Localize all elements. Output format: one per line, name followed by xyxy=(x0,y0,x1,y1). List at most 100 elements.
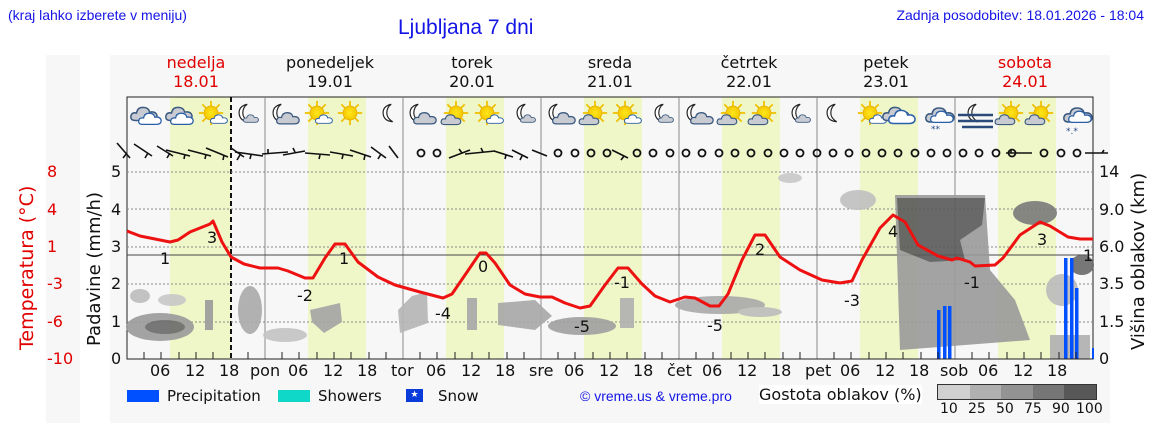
x-tick: 18 xyxy=(495,361,516,380)
x-tick: 12 xyxy=(323,361,344,380)
x-minor-ticks xyxy=(143,352,1077,359)
x-tick: 06 xyxy=(978,361,999,380)
x-tick: pon xyxy=(250,361,281,380)
x-tick: tor xyxy=(391,361,414,380)
x-tick: 06 xyxy=(288,361,309,380)
cloud-height-tick: 9.0 xyxy=(1099,200,1125,219)
x-tick: 18 xyxy=(219,361,240,380)
x-tick: 06 xyxy=(840,361,861,380)
x-tick: 12 xyxy=(875,361,896,380)
precip-tick: 0 xyxy=(111,349,122,368)
cloud-height-tick: 14 xyxy=(1099,162,1120,181)
temp-label: 0 xyxy=(478,257,488,276)
density-tick: 75 xyxy=(1024,401,1042,417)
x-tick: 12 xyxy=(461,361,482,380)
precip-tick: 5 xyxy=(111,162,122,181)
precip-tick: 1 xyxy=(111,312,122,331)
day-header-4: četrtek 22.01 xyxy=(720,53,778,91)
density-tick: 50 xyxy=(996,401,1014,417)
legend-showers: Showers xyxy=(318,387,382,405)
density-tick: 90 xyxy=(1052,401,1070,417)
cloud-height-tick: 0 xyxy=(1099,349,1110,368)
x-tick: 12 xyxy=(185,361,206,380)
density-tick: 25 xyxy=(968,401,986,417)
calm-wind-circles xyxy=(416,148,1082,158)
temperature-axis-panel xyxy=(46,55,80,423)
temp-label: 1 xyxy=(160,249,170,268)
showers-swatch xyxy=(278,390,310,402)
temp-label: 3 xyxy=(207,228,217,247)
x-tick: pet xyxy=(805,361,832,380)
temp-label: -1 xyxy=(614,273,630,292)
temp-label: 2 xyxy=(755,240,765,259)
x-tick: 18 xyxy=(1047,361,1068,380)
temp-tick: 8 xyxy=(47,162,58,181)
x-tick: 18 xyxy=(771,361,792,380)
temperature-line xyxy=(126,213,1093,310)
temp-label: -1 xyxy=(964,273,980,292)
day-header-3: sreda 21.01 xyxy=(587,53,633,91)
temp-tick: 4 xyxy=(47,200,58,219)
temp-label: -5 xyxy=(574,317,590,336)
temp-label: 4 xyxy=(888,222,898,241)
temp-label: 1 xyxy=(339,249,349,268)
day-header-6: sobota 24.01 xyxy=(997,53,1053,91)
x-tick: 06 xyxy=(426,361,447,380)
day-header-0: nedelja 18.01 xyxy=(166,53,226,91)
cloud-height-axis-label: Višina oblakov (km) xyxy=(1128,172,1149,350)
temp-tick: -10 xyxy=(47,349,74,368)
temp-label: 3 xyxy=(1037,230,1047,249)
cloud-density-title: Gostota oblakov (%) xyxy=(759,385,922,404)
wind-row xyxy=(116,142,1108,161)
x-tick: 06 xyxy=(564,361,585,380)
temp-label: -3 xyxy=(844,291,860,310)
precipitation-bars xyxy=(937,258,1094,359)
weather-icons-row: ** *.* xyxy=(130,100,1093,137)
temp-tick: -6 xyxy=(47,312,63,331)
x-tick: 12 xyxy=(599,361,620,380)
last-updated: Zadnja posodobitev: 18.01.2026 - 18:04 xyxy=(896,7,1144,23)
legend-precipitation: Precipitation xyxy=(167,387,261,405)
density-tick: 100 xyxy=(1076,401,1103,417)
temp-tick: -3 xyxy=(47,274,63,293)
day-header-5: petek 23.01 xyxy=(863,53,909,91)
temp-label: 1 xyxy=(1083,246,1093,265)
temp-label: -5 xyxy=(707,316,723,335)
temperature-axis-label: Temperatura (°C) xyxy=(16,185,38,350)
precipitation-axis-label: Padavine (mm/h) xyxy=(84,192,105,346)
copyright-link[interactable]: © vreme.us & vreme.pro xyxy=(580,388,732,404)
cloud-density xyxy=(126,173,1094,359)
legend-snow: Snow xyxy=(438,387,479,405)
x-tick: 12 xyxy=(1013,361,1034,380)
day-header-1: ponedeljek 19.01 xyxy=(286,53,374,91)
x-tick: 18 xyxy=(633,361,654,380)
cloud-density-scale xyxy=(937,384,1097,400)
region-hint: (kraj lahko izberete v meniju) xyxy=(8,7,187,23)
daylight-bands xyxy=(170,97,1056,359)
x-tick: čet xyxy=(667,361,692,380)
cloud-height-tick: 6.0 xyxy=(1099,237,1125,256)
snow-swatch-icon: ★ xyxy=(406,389,423,402)
x-tick: sob xyxy=(940,361,969,380)
temp-label: -2 xyxy=(297,286,313,305)
x-tick: 18 xyxy=(909,361,930,380)
day-header-2: torek 20.01 xyxy=(449,53,495,91)
x-tick: 06 xyxy=(702,361,723,380)
temp-tick: 1 xyxy=(47,237,58,256)
precip-tick: 3 xyxy=(111,237,122,256)
precip-tick: 2 xyxy=(111,274,122,293)
svg-text:**: ** xyxy=(931,125,941,135)
x-tick: sre xyxy=(529,361,554,380)
cloud-height-tick: 3.5 xyxy=(1099,274,1125,293)
svg-text:*.*: *.* xyxy=(1066,127,1078,137)
density-tick: 10 xyxy=(940,401,958,417)
x-tick: 12 xyxy=(737,361,758,380)
precipitation-swatch xyxy=(127,390,159,402)
x-tick: 18 xyxy=(357,361,378,380)
cloud-height-tick: 1.5 xyxy=(1099,312,1125,331)
page-title: Ljubljana 7 dni xyxy=(398,16,534,39)
x-tick: 06 xyxy=(150,361,171,380)
temp-label: -4 xyxy=(435,304,451,323)
precip-tick: 4 xyxy=(111,200,122,219)
